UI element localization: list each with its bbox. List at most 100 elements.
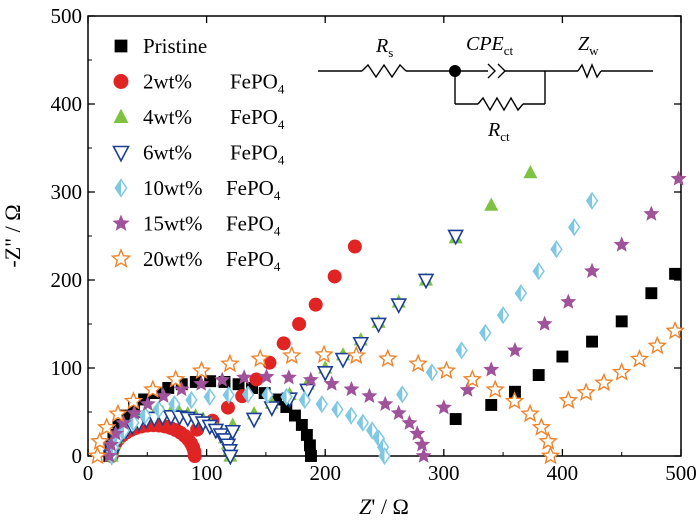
marker-half xyxy=(223,387,229,403)
y-tick-label: 100 xyxy=(51,356,83,380)
data-point xyxy=(334,352,352,369)
data-point xyxy=(504,391,525,410)
marker-half xyxy=(397,386,403,403)
data-point xyxy=(305,450,317,462)
data-point xyxy=(224,424,242,441)
data-point xyxy=(187,449,202,463)
data-point xyxy=(302,371,319,387)
data-point xyxy=(347,239,362,254)
data-point xyxy=(270,393,283,406)
data-point xyxy=(258,368,275,384)
data-point xyxy=(523,164,538,179)
zw-element xyxy=(577,63,602,79)
x-axis-label: Z' / Ω xyxy=(359,494,409,519)
legend-label: 15wt% FePO4 xyxy=(143,212,281,239)
data-point xyxy=(280,369,297,385)
data-point xyxy=(479,323,492,342)
data-point xyxy=(316,366,334,382)
marker-half xyxy=(204,389,210,405)
y-tick-label: 500 xyxy=(51,4,83,28)
marker-half xyxy=(515,285,521,301)
data-point xyxy=(298,390,311,409)
legend: Pristine 2wt% FePO4 4wt% FePO4 6wt% FePO4 10wt%… xyxy=(110,34,285,274)
legend-item: Pristine xyxy=(114,34,207,58)
data-point xyxy=(558,390,579,409)
data-point xyxy=(101,447,118,463)
data-point xyxy=(165,369,186,388)
legend-marker xyxy=(110,248,132,268)
marker-half xyxy=(128,414,134,431)
data-point xyxy=(126,404,143,420)
data-point xyxy=(455,341,468,360)
marker-half xyxy=(242,386,249,403)
legend-item: 2wt% FePO4 xyxy=(113,70,285,97)
data-point xyxy=(323,375,340,391)
marker-half xyxy=(366,422,373,439)
data-point xyxy=(366,421,379,440)
data-point xyxy=(496,306,510,325)
x-tick-label: 100 xyxy=(191,461,223,485)
data-point xyxy=(221,449,239,466)
legend-marker xyxy=(112,145,130,163)
data-point xyxy=(536,315,553,331)
marker-half xyxy=(426,364,432,381)
data-points xyxy=(87,164,687,466)
zw-label: Zw xyxy=(578,33,599,58)
legend-marker xyxy=(114,39,128,53)
data-point xyxy=(401,414,418,430)
data-point xyxy=(509,385,521,398)
data-point xyxy=(289,409,301,422)
marker-half xyxy=(169,396,175,412)
legend-label: 2wt% FePO4 xyxy=(143,70,285,97)
marker-half xyxy=(456,342,462,359)
data-point xyxy=(280,387,293,406)
data-point xyxy=(119,409,132,422)
data-point xyxy=(378,446,391,466)
marker-half xyxy=(569,219,575,235)
data-point xyxy=(214,371,231,387)
data-point xyxy=(295,418,308,431)
data-point xyxy=(462,369,483,388)
data-point xyxy=(127,413,140,432)
data-point xyxy=(87,445,108,465)
data-point xyxy=(352,336,370,353)
data-point xyxy=(645,287,658,300)
data-point xyxy=(250,348,270,368)
data-point xyxy=(540,445,561,465)
x-tick-label: 0 xyxy=(83,461,94,485)
x-tick-label: 300 xyxy=(428,461,460,485)
data-point xyxy=(138,393,151,406)
data-point xyxy=(485,379,505,398)
data-point xyxy=(241,385,255,404)
y-tick-label: 300 xyxy=(51,180,83,204)
data-point xyxy=(123,391,144,410)
y-tick-label: 400 xyxy=(51,92,83,116)
data-point xyxy=(246,382,258,394)
data-point xyxy=(222,385,235,405)
data-point xyxy=(249,372,264,387)
data-point xyxy=(483,361,500,377)
data-point xyxy=(560,293,577,309)
data-point xyxy=(276,336,291,351)
data-point xyxy=(396,385,409,404)
data-point xyxy=(585,191,599,210)
data-point xyxy=(191,360,212,380)
data-point xyxy=(303,439,316,452)
legend-marker xyxy=(113,108,129,123)
data-point xyxy=(220,353,240,373)
data-point xyxy=(204,375,217,388)
data-point xyxy=(314,344,334,364)
data-point xyxy=(514,284,528,303)
data-point xyxy=(308,297,323,312)
marker-half xyxy=(332,401,338,418)
rs-label: Rs xyxy=(375,35,393,60)
marker-half xyxy=(480,325,486,341)
data-point xyxy=(361,387,378,403)
data-point xyxy=(532,369,545,381)
data-point xyxy=(485,399,498,411)
data-point xyxy=(390,404,407,420)
data-point xyxy=(173,380,190,397)
data-point xyxy=(435,399,452,415)
data-point xyxy=(203,387,216,406)
data-point xyxy=(263,401,281,418)
